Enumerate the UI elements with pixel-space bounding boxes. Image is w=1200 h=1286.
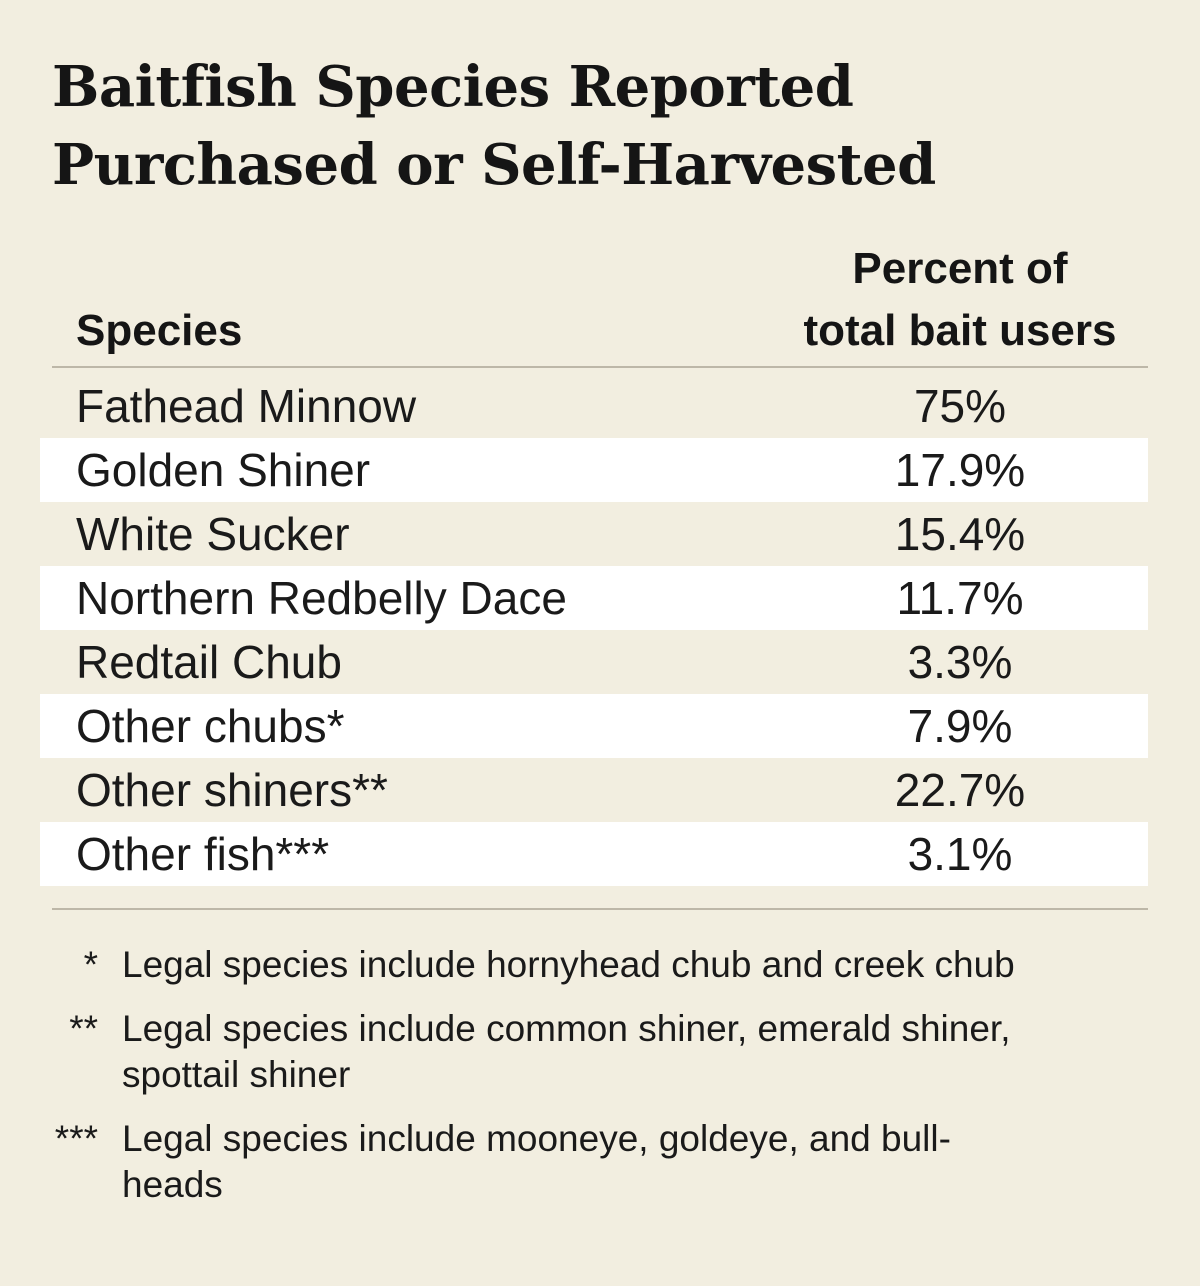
footnotes: * Legal species include hornyhead chub a… xyxy=(40,942,1160,1226)
header-divider xyxy=(52,366,1148,368)
table-row: Redtail Chub 3.3% xyxy=(40,630,1148,694)
percent-cell: 17.9% xyxy=(894,444,1026,496)
percent-cell: 22.7% xyxy=(894,764,1026,816)
column-header-percent-line-2: total bait users xyxy=(803,306,1117,355)
table-row: Fathead Minnow 75% xyxy=(40,374,1148,438)
footnote-mark: * xyxy=(83,944,98,985)
table-row: White Sucker 15.4% xyxy=(40,502,1148,566)
chart-title-line-1: Baitfish Species Reported xyxy=(52,54,854,120)
footnote-mark: *** xyxy=(54,1118,98,1159)
footnote-text: Legal species include mooneye, goldeye, … xyxy=(122,1118,951,1159)
chart-title-line-2: Purchased or Self-Harvested xyxy=(52,132,936,198)
species-cell: Fathead Minnow xyxy=(76,380,417,432)
species-table: Fathead Minnow 75% Golden Shiner 17.9% W… xyxy=(40,374,1148,886)
species-cell: Other chubs* xyxy=(76,700,345,752)
table-row: Golden Shiner 17.9% xyxy=(40,438,1148,502)
percent-cell: 15.4% xyxy=(894,508,1026,560)
footnote-text: Legal species include hornyhead chub and… xyxy=(122,944,1015,985)
table-row: Other shiners** 22.7% xyxy=(40,758,1148,822)
percent-cell: 3.3% xyxy=(907,636,1013,688)
footnote-mark: ** xyxy=(69,1008,98,1049)
percent-cell: 75% xyxy=(913,380,1007,432)
species-cell: Golden Shiner xyxy=(76,444,371,496)
footnote-text-continued: spottail shiner xyxy=(122,1054,351,1095)
column-header-percent: Percent of total bait users xyxy=(760,238,1160,362)
species-cell: Other shiners** xyxy=(76,764,388,816)
footnote: * Legal species include hornyhead chub a… xyxy=(40,942,1160,988)
table-row: Northern Redbelly Dace 11.7% xyxy=(40,566,1148,630)
column-header-percent-line-1: Percent of xyxy=(852,244,1068,293)
table-row: Other chubs* 7.9% xyxy=(40,694,1148,758)
column-header-species: Species xyxy=(76,306,243,355)
table-row: Other fish*** 3.1% xyxy=(40,822,1148,886)
species-cell: Northern Redbelly Dace xyxy=(76,572,567,624)
footnote-text: Legal species include common shiner, eme… xyxy=(122,1008,1011,1049)
species-cell: Other fish*** xyxy=(76,828,330,880)
chart-title: Baitfish Species Reported Purchased or S… xyxy=(52,48,936,204)
species-cell: Redtail Chub xyxy=(76,636,342,688)
species-cell: White Sucker xyxy=(76,508,350,560)
footnote: ** Legal species include common shiner, … xyxy=(40,1006,1160,1098)
percent-cell: 11.7% xyxy=(896,572,1024,624)
footnote-text-continued: heads xyxy=(122,1164,223,1205)
percent-cell: 3.1% xyxy=(907,828,1013,880)
footnote-divider xyxy=(52,908,1148,910)
percent-cell: 7.9% xyxy=(907,700,1013,752)
footnote: *** Legal species include mooneye, golde… xyxy=(40,1116,1160,1208)
